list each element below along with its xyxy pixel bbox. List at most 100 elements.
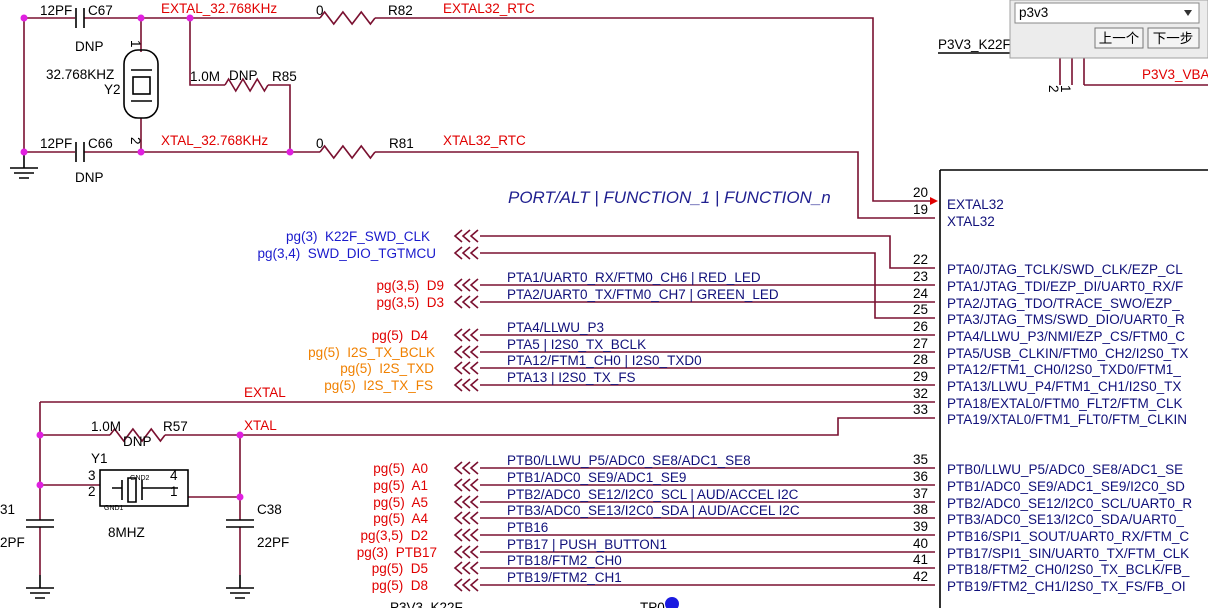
junction — [186, 14, 194, 22]
search-text: p3v3 — [1019, 5, 1048, 20]
osc-label: Y1 — [91, 451, 108, 466]
net-label: PTB2/ADC0_SE12/I2C0_SCL | AUD/ACCEL I2C — [507, 487, 799, 502]
search-box[interactable] — [1014, 2, 1200, 24]
chip-pin-label: PTA18/EXTAL0/FTM0_FLT2/FTM_CLK — [947, 396, 1183, 411]
junction — [36, 431, 44, 439]
osc-label: 8MHZ — [108, 525, 145, 540]
offpage-chevron — [453, 561, 479, 575]
header-wires — [1059, 40, 1208, 86]
offpage-chevron — [453, 495, 479, 509]
rtc-label: R85 — [272, 69, 297, 84]
net-label: PTB0/LLWU_P5/ADC0_SE8/ADC1_SE8 — [507, 453, 751, 468]
net-label: PTA1/UART0_RX/FTM0_CH6 | RED_LED — [507, 270, 761, 285]
osc-label: 2PF — [0, 535, 25, 550]
junction — [20, 14, 28, 22]
rtc-label: 12PF — [40, 136, 72, 151]
test-point — [665, 597, 679, 608]
chip-pin-label: EXTAL32 — [947, 197, 1004, 212]
offpage-label: pg(3,4) SWD_DIO_TGTMCU — [257, 246, 436, 261]
offpage-chevron — [453, 528, 479, 542]
offpage-chevron — [453, 461, 479, 475]
test-point-label: TP0 — [640, 600, 665, 608]
chip-pin-label: PTB1/ADC0_SE9/ADC1_SE9/I2C0_SD — [947, 479, 1185, 494]
pin-number: 37 — [913, 486, 928, 501]
rtc-label: DNP — [75, 170, 104, 185]
rtc-wires — [23, 17, 935, 219]
pin-number: 25 — [913, 302, 928, 317]
chip-pin-label: XTAL32 — [947, 214, 995, 229]
osc-label: XTAL — [244, 418, 277, 433]
dropdown-arrow — [1184, 10, 1192, 16]
rtc-label: 0 — [316, 136, 324, 151]
rtc-label: XTAL32_RTC — [443, 133, 526, 148]
offpage-chevron — [453, 511, 479, 525]
prev-button[interactable] — [1094, 27, 1144, 49]
resistor — [109, 427, 166, 443]
offpage-label: pg(3,5) D9 — [376, 278, 444, 293]
prev-button-label: 上一个 — [1099, 31, 1140, 46]
rtc-parts — [10, 8, 85, 179]
rtc-label: R82 — [388, 3, 413, 18]
rtc-label: DNP — [229, 68, 258, 83]
next-button-label: 下一步 — [1153, 31, 1194, 46]
pin-number: 2 — [1046, 85, 1061, 93]
net-label: PTB18/FTM2_CH0 — [507, 553, 622, 568]
junction — [137, 14, 145, 22]
osc-label: 1 — [170, 484, 178, 499]
offpage-chevron — [453, 345, 479, 359]
pin-number: 29 — [913, 369, 928, 384]
offpage-label: pg(5) I2S_TX_BCLK — [308, 345, 435, 360]
pin-number: 24 — [913, 286, 929, 301]
rtc-label: 32.768KHZ — [46, 67, 114, 82]
resistor — [319, 144, 376, 160]
chip-pin-label: PTB18/FTM2_CH0/I2S0_TX_BCLK/FB_ — [947, 562, 1190, 577]
offpage-label: pg(3) K22F_SWD_CLK — [286, 229, 430, 244]
rtc-label: C67 — [88, 3, 113, 18]
offpage-label: pg(5) D8 — [372, 578, 428, 593]
crystal-y2-core — [132, 76, 151, 95]
net-label: PTB17 | PUSH_BUTTON1 — [507, 537, 667, 552]
offpage-label: pg(3,5) D3 — [376, 295, 444, 310]
osc-label: 2 — [88, 484, 96, 499]
osc-label: 1.0M — [91, 419, 121, 434]
net-label: P3V3_K22F — [938, 37, 1011, 52]
chip-pin-label: PTB16/SPI1_SOUT/UART0_RX/FTM_C — [947, 529, 1189, 544]
search-toolbar: p3v3 上一个 下一步 — [1009, 0, 1208, 59]
osc-label: R57 — [163, 419, 188, 434]
net-label: PTB16 — [507, 520, 548, 535]
osc-label: 3 — [88, 468, 96, 483]
rtc-label: 1 — [128, 40, 143, 48]
osc-label: C38 — [257, 502, 282, 517]
chip-pin-label: PTA13/LLWU_P4/FTM1_CH1/I2S0_TX — [947, 379, 1181, 394]
offpage-label: pg(5) A4 — [373, 511, 428, 526]
crystal-y1-core — [112, 477, 178, 503]
offpage-label: pg(5) A0 — [373, 461, 428, 476]
pin-number: 32 — [913, 386, 928, 401]
arrow — [930, 197, 938, 205]
osc-label: 22PF — [257, 535, 289, 550]
offpage-label: pg(5) I2S_TX_FS — [324, 378, 433, 393]
pin-number: 26 — [913, 319, 928, 334]
offpage-chevron — [453, 361, 479, 375]
resistor — [224, 77, 269, 93]
chip-pin-label: PTB19/FTM2_CH1/I2S0_TX_FS/FB_OI — [947, 579, 1186, 594]
pin-number: 38 — [913, 502, 928, 517]
osc-label: EXTAL — [244, 385, 286, 400]
offpage-chevron — [453, 278, 479, 292]
crystal-y2-plates — [131, 69, 152, 102]
chip-pin-label: PTA0/JTAG_TCLK/SWD_CLK/EZP_CL — [947, 262, 1183, 277]
offpage-label: pg(5) I2S_TXD — [340, 361, 434, 376]
wires — [10, 8, 1208, 608]
signal-wires — [480, 235, 935, 586]
next-button[interactable] — [1147, 27, 1200, 49]
chip-pin-label: PTA5/USB_CLKIN/FTM0_CH2/I2S0_TX — [947, 346, 1188, 361]
net-label: PTA5 | I2S0_TX_BCLK — [507, 337, 646, 352]
osc-label: DNP — [123, 434, 152, 449]
pin-number: 36 — [913, 469, 928, 484]
crystal-y1 — [99, 469, 189, 507]
osc-label: GND2 — [130, 475, 150, 482]
rtc-label: Y2 — [104, 82, 121, 97]
crystal-y2 — [123, 49, 159, 119]
rtc-label: DNP — [75, 39, 104, 54]
pin-number: 28 — [913, 352, 928, 367]
